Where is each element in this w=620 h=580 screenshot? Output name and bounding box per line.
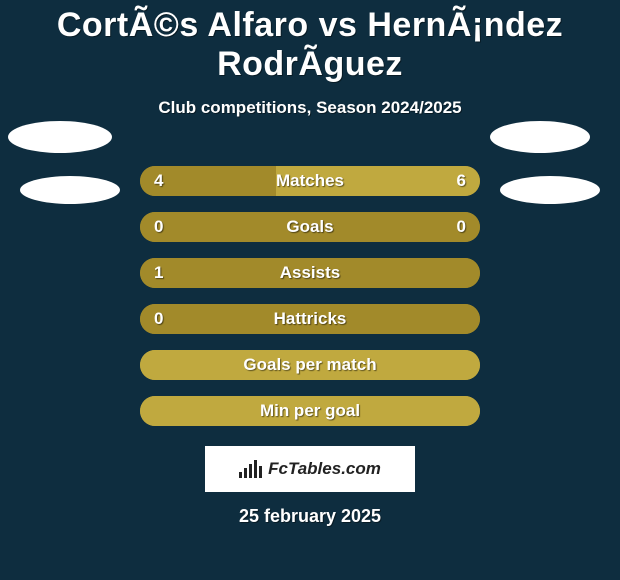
stat-label: Matches bbox=[276, 171, 344, 191]
stat-label: Min per goal bbox=[260, 401, 360, 421]
stat-label: Goals bbox=[286, 217, 333, 237]
stat-row: Goals 0 0 bbox=[0, 204, 620, 250]
logo-bar-icon bbox=[259, 466, 262, 478]
fctables-logo: FcTables.com bbox=[205, 446, 415, 492]
stat-rows: Matches 4 6 Goals 0 0 Assists 1 Hattricks 0 Goals … bbox=[0, 158, 620, 434]
stat-value-left: 1 bbox=[154, 263, 163, 283]
stat-row: Goals per match bbox=[0, 342, 620, 388]
stat-bar: Matches 4 6 bbox=[140, 166, 480, 196]
logo-bar-icon bbox=[249, 464, 252, 478]
logo-bar-icon bbox=[254, 460, 257, 478]
player-right-ellipse-1 bbox=[490, 121, 590, 153]
subtitle: Club competitions, Season 2024/2025 bbox=[0, 98, 620, 118]
logo-bars-icon bbox=[239, 460, 262, 478]
player-left-ellipse-1 bbox=[8, 121, 112, 153]
stat-row: Min per goal bbox=[0, 388, 620, 434]
stat-label: Hattricks bbox=[274, 309, 347, 329]
comparison-infographic: CortÃ©s Alfaro vs HernÃ¡ndez RodrÃ­guez … bbox=[0, 0, 620, 580]
stat-value-right: 0 bbox=[457, 217, 466, 237]
stat-label: Goals per match bbox=[243, 355, 376, 375]
page-title: CortÃ©s Alfaro vs HernÃ¡ndez RodrÃ­guez bbox=[0, 0, 620, 84]
stat-row: Hattricks 0 bbox=[0, 296, 620, 342]
stat-value-left: 4 bbox=[154, 171, 163, 191]
stat-value-left: 0 bbox=[154, 309, 163, 329]
stat-value-right: 6 bbox=[457, 171, 466, 191]
stat-row: Matches 4 6 bbox=[0, 158, 620, 204]
stat-value-left: 0 bbox=[154, 217, 163, 237]
stat-row: Assists 1 bbox=[0, 250, 620, 296]
logo-bar-icon bbox=[239, 472, 242, 478]
footer-date: 25 february 2025 bbox=[0, 506, 620, 527]
stat-bar: Assists 1 bbox=[140, 258, 480, 288]
stat-label: Assists bbox=[280, 263, 340, 283]
stat-bar: Goals per match bbox=[140, 350, 480, 380]
stat-bar: Min per goal bbox=[140, 396, 480, 426]
stat-bar: Hattricks 0 bbox=[140, 304, 480, 334]
stat-bar: Goals 0 0 bbox=[140, 212, 480, 242]
logo-bar-icon bbox=[244, 468, 247, 478]
logo-text: FcTables.com bbox=[268, 459, 381, 479]
